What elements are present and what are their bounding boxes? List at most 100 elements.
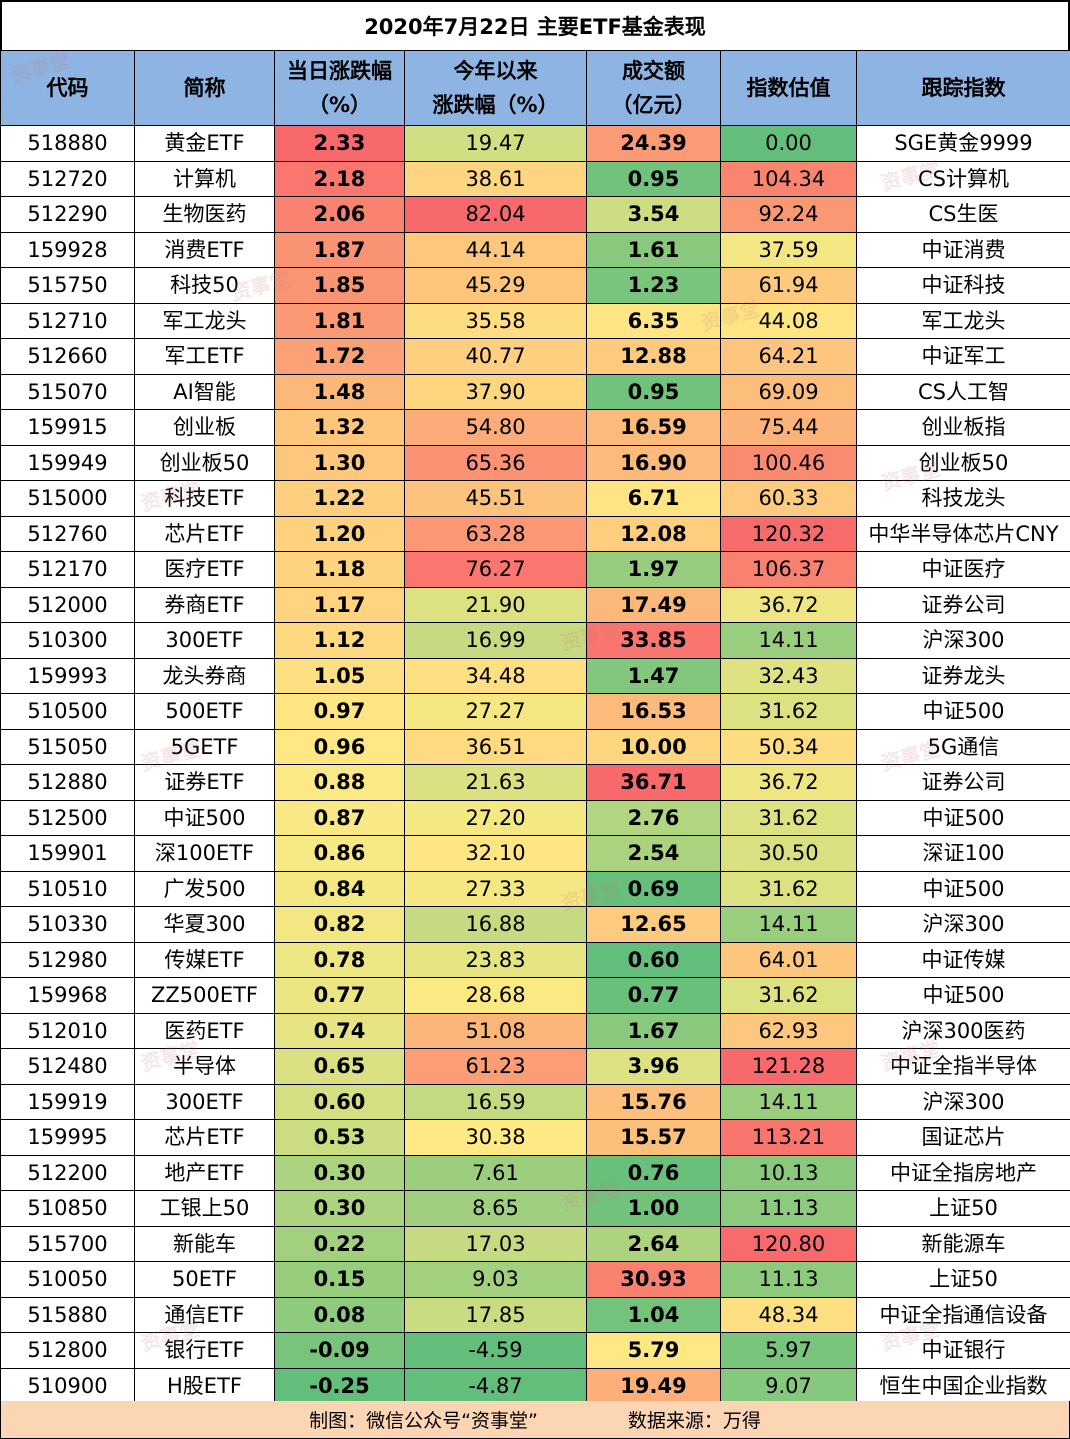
cell-daily-change: 0.60 [274,1083,405,1120]
cell-valuation: 121.28 [720,1048,857,1085]
table-row: 512880 证券ETF 0.88 21.63 36.71 36.72 证券公司 [0,764,1070,801]
cell-valuation: 14.11 [720,1083,857,1120]
table-row: 510510 广发500 0.84 27.33 0.69 31.62 中证500 [0,870,1070,907]
cell-valuation: 5.97 [720,1332,857,1369]
cell-daily-change: 1.20 [274,515,405,552]
cell-turnover: 2.64 [586,1225,721,1262]
cell-daily-change: 0.86 [274,835,405,872]
cell-code: 510050 [0,1261,135,1298]
cell-tracking-index: 中证科技 [856,267,1070,304]
cell-tracking-index: CS计算机 [856,160,1070,197]
cell-valuation: 64.01 [720,941,857,978]
table-row: 515700 新能车 0.22 17.03 2.64 120.80 新能源车 [0,1225,1070,1262]
table-row: 515070 AI智能 1.48 37.90 0.95 69.09 CS人工智 [0,373,1070,410]
cell-name: 500ETF [134,693,275,730]
cell-code: 512720 [0,160,135,197]
table-row: 159993 龙头券商 1.05 34.48 1.47 32.43 证券龙头 [0,657,1070,694]
cell-tracking-index: CS人工智 [856,373,1070,410]
cell-ytd-change: 82.04 [404,196,587,233]
cell-tracking-index: 上证50 [856,1190,1070,1227]
cell-turnover: 0.60 [586,941,721,978]
cell-ytd-change: 65.36 [404,444,587,481]
footer: 制图：微信公众号“资事堂” 数据来源：万得 [0,1401,1070,1439]
cell-daily-change: 0.84 [274,870,405,907]
cell-tracking-index: 中证消费 [856,231,1070,268]
cell-code: 512010 [0,1012,135,1049]
cell-ytd-change: 16.88 [404,906,587,943]
cell-ytd-change: 16.59 [404,1083,587,1120]
cell-daily-change: 0.96 [274,728,405,765]
table-row: 512660 军工ETF 1.72 40.77 12.88 64.21 中证军工 [0,338,1070,375]
cell-turnover: 15.76 [586,1083,721,1120]
cell-name: 300ETF [134,622,275,659]
cell-turnover: 0.95 [586,160,721,197]
cell-valuation: 100.46 [720,444,857,481]
header-valuation: 指数估值 [720,50,857,126]
cell-code: 510510 [0,870,135,907]
table-row: 510300 300ETF 1.12 16.99 33.85 14.11 沪深300 [0,622,1070,659]
cell-valuation: 31.62 [720,799,857,836]
cell-ytd-change: 17.03 [404,1225,587,1262]
cell-daily-change: 0.74 [274,1012,405,1049]
cell-tracking-index: 证券龙头 [856,657,1070,694]
cell-turnover: 17.49 [586,586,721,623]
cell-tracking-index: 中证军工 [856,338,1070,375]
cell-code: 512480 [0,1048,135,1085]
cell-daily-change: 1.18 [274,551,405,588]
cell-name: 50ETF [134,1261,275,1298]
cell-valuation: 14.11 [720,906,857,943]
cell-daily-change: 0.53 [274,1119,405,1156]
cell-name: 工银上50 [134,1190,275,1227]
cell-turnover: 1.67 [586,1012,721,1049]
table-row: 159928 消费ETF 1.87 44.14 1.61 37.59 中证消费 [0,231,1070,268]
cell-tracking-index: 沪深300医药 [856,1012,1070,1049]
cell-name: 中证500 [134,799,275,836]
cell-valuation: 14.11 [720,622,857,659]
cell-valuation: 61.94 [720,267,857,304]
cell-code: 510330 [0,906,135,943]
cell-valuation: 104.34 [720,160,857,197]
cell-daily-change: 1.72 [274,338,405,375]
cell-tracking-index: 中证500 [856,693,1070,730]
header-turnover: 成交额 （亿元） [586,50,721,126]
cell-ytd-change: 32.10 [404,835,587,872]
cell-valuation: 36.72 [720,764,857,801]
cell-code: 510500 [0,693,135,730]
cell-valuation: 48.34 [720,1296,857,1333]
cell-valuation: 11.13 [720,1190,857,1227]
cell-name: 计算机 [134,160,275,197]
cell-daily-change: 1.48 [274,373,405,410]
cell-tracking-index: CS生医 [856,196,1070,233]
cell-daily-change: 0.78 [274,941,405,978]
cell-tracking-index: 中华半导体芯片CNY [856,515,1070,552]
cell-tracking-index: 深证100 [856,835,1070,872]
cell-name: 科技50 [134,267,275,304]
cell-tracking-index: 中证医疗 [856,551,1070,588]
cell-turnover: 30.93 [586,1261,721,1298]
cell-daily-change: 0.22 [274,1225,405,1262]
cell-daily-change: 1.17 [274,586,405,623]
header-code: 代码 [0,50,135,126]
table-row: 159919 300ETF 0.60 16.59 15.76 14.11 沪深300 [0,1083,1070,1120]
cell-ytd-change: 23.83 [404,941,587,978]
cell-valuation: 10.13 [720,1154,857,1191]
cell-tracking-index: 新能源车 [856,1225,1070,1262]
cell-name: H股ETF [134,1367,275,1404]
cell-code: 515000 [0,480,135,517]
cell-name: 黄金ETF [134,125,275,162]
table-row: 512480 半导体 0.65 61.23 3.96 121.28 中证全指半导体 [0,1048,1070,1085]
cell-code: 518880 [0,125,135,162]
cell-valuation: 92.24 [720,196,857,233]
cell-tracking-index: 中证全指半导体 [856,1048,1070,1085]
table-row: 512710 军工龙头 1.81 35.58 6.35 44.08 军工龙头 [0,302,1070,339]
etf-table: 代码 简称 当日涨跌幅 （%） 今年以来 涨跌幅（%） 成交额 （亿元） 指数估值 跟… [0,50,1070,1404]
cell-ytd-change: 40.77 [404,338,587,375]
table-row: 159901 深100ETF 0.86 32.10 2.54 30.50 深证100 [0,835,1070,872]
cell-turnover: 33.85 [586,622,721,659]
cell-ytd-change: 54.80 [404,409,587,446]
footer-maker: 制图：微信公众号“资事堂” [309,1410,538,1432]
cell-tracking-index: 中证传媒 [856,941,1070,978]
cell-valuation: 37.59 [720,231,857,268]
cell-name: 新能车 [134,1225,275,1262]
cell-name: 军工ETF [134,338,275,375]
